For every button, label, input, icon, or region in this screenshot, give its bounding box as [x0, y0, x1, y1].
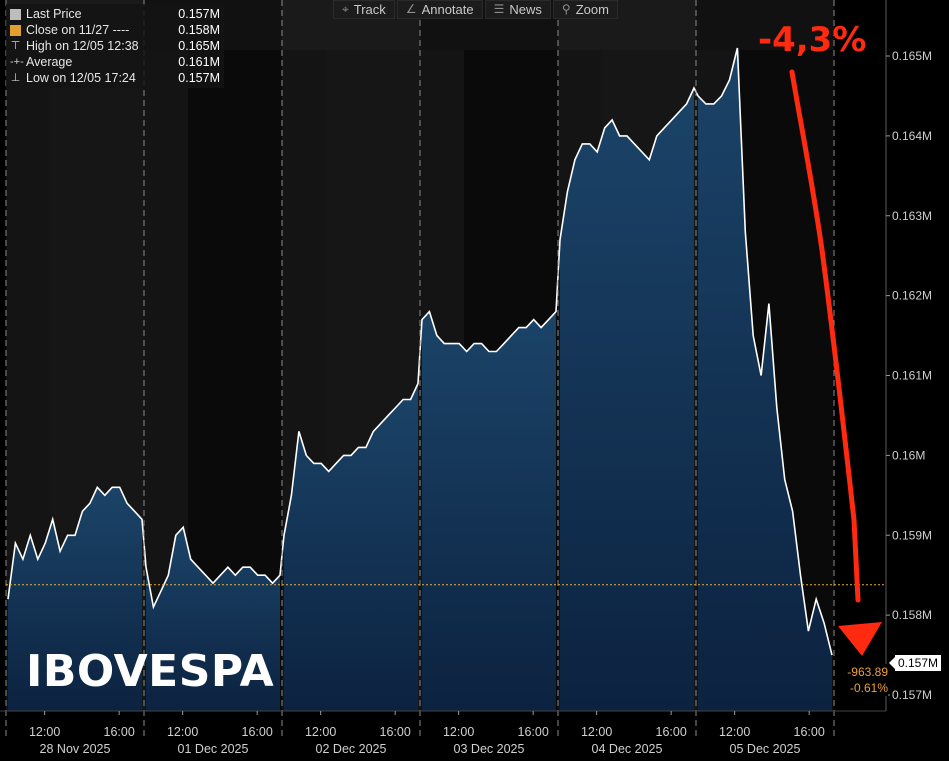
legend-value: 0.165M	[178, 39, 220, 53]
x-axis: 12:00 16:00 28 Nov 2025 12:00 16:00 01 Dec 20…	[29, 711, 825, 756]
toolbar-zoom-button[interactable]: ⚲ Zoom	[552, 0, 618, 19]
legend-panel: Last Price 0.157M Close on 11/27 ---- 0.158…	[6, 4, 224, 88]
legend-value: 0.161M	[178, 55, 220, 69]
session-band	[696, 0, 834, 50]
area-fill-day	[146, 527, 280, 711]
legend-label: Close on 11/27 ----	[26, 23, 130, 37]
change-box: -963.89 -0.61%	[836, 664, 888, 696]
legend-row: ⊥ Low on 12/05 17:24 0.157M	[10, 70, 220, 86]
legend-label: High on 12/05 12:38	[26, 39, 139, 53]
area-fill-day	[698, 48, 832, 711]
legend-label: Last Price	[26, 7, 82, 21]
change-percent: -0.61%	[849, 681, 888, 695]
crosshair-icon: ⌖	[342, 1, 349, 16]
y-tick-label: 0.162M	[892, 289, 932, 303]
toolbar-news-button[interactable]: ☰ News	[484, 0, 551, 19]
last-price-badge: 0.157M	[889, 655, 941, 671]
area-fill-day	[284, 383, 418, 711]
x-tick-label: 16:00	[518, 725, 549, 739]
x-date-label: 03 Dec 2025	[454, 742, 525, 756]
y-tick-label: 0.165M	[892, 49, 932, 63]
drop-annotation: -4,3%	[758, 20, 867, 60]
toolbar-label: Track	[353, 1, 386, 17]
legend-label: Average	[26, 55, 73, 69]
arrow-head-icon	[838, 622, 882, 656]
legend-label: Low on 12/05 17:24	[26, 71, 136, 85]
x-date-label: 01 Dec 2025	[178, 742, 249, 756]
area-fill-day	[560, 88, 694, 711]
legend-value: 0.157M	[178, 71, 220, 85]
legend-glyph-icon: ⊤	[10, 40, 21, 52]
pencil-icon: ∠	[405, 2, 417, 16]
area-fill-day	[8, 487, 142, 711]
x-date-label: 05 Dec 2025	[730, 742, 801, 756]
y-tick-label: 0.157M	[892, 688, 932, 702]
area-fill-day	[422, 311, 556, 711]
x-date-label: 02 Dec 2025	[316, 742, 387, 756]
toolbar-label: News	[509, 1, 542, 17]
y-tick-label: 0.161M	[892, 369, 932, 383]
news-icon: ☰	[493, 2, 505, 16]
x-tick-label: 16:00	[242, 725, 273, 739]
drop-arrow	[789, 69, 882, 656]
legend-swatch	[10, 8, 21, 20]
legend-row: -+- Average 0.161M	[10, 54, 220, 70]
chart-toolbar: ⌖ Track ∠ Annotate ☰ News ⚲ Zoom	[333, 0, 618, 19]
x-tick-label: 16:00	[380, 725, 411, 739]
x-tick-label: 12:00	[443, 725, 474, 739]
legend-swatch	[10, 24, 21, 36]
y-tick-label: 0.158M	[892, 608, 932, 622]
legend-glyph-icon: -+-	[10, 56, 24, 68]
y-tick-label: 0.16M	[892, 448, 925, 462]
y-tick-label: 0.164M	[892, 129, 932, 143]
price-line	[7, 47, 833, 656]
x-tick-label: 12:00	[719, 725, 750, 739]
x-tick-label: 12:00	[305, 725, 336, 739]
legend-value: 0.158M	[178, 23, 220, 37]
y-axis: 0.157M 0.158M 0.159M 0.16M 0.161M 0.162M 0.163…	[885, 0, 932, 711]
legend-row: Last Price 0.157M	[10, 6, 220, 22]
x-tick-label: 16:00	[794, 725, 825, 739]
toolbar-label: Zoom	[575, 1, 609, 17]
y-tick-label: 0.159M	[892, 528, 932, 542]
change-points: -963.89	[847, 665, 888, 679]
day-separators	[0, 0, 886, 740]
toolbar-annotate-button[interactable]: ∠ Annotate	[396, 0, 483, 19]
x-tick-label: 12:00	[581, 725, 612, 739]
legend-row: Close on 11/27 ---- 0.158M	[10, 22, 220, 38]
x-date-label: 28 Nov 2025	[40, 742, 111, 756]
toolbar-track-button[interactable]: ⌖ Track	[333, 0, 395, 19]
magnifier-icon: ⚲	[561, 2, 571, 16]
index-watermark: IBOVESPA	[26, 646, 275, 697]
x-tick-label: 16:00	[656, 725, 687, 739]
y-tick-label: 0.163M	[892, 209, 932, 223]
legend-glyph-icon: ⊥	[10, 72, 21, 84]
area-layer	[7, 47, 833, 711]
x-date-label: 04 Dec 2025	[592, 742, 663, 756]
x-tick-label: 12:00	[167, 725, 198, 739]
x-tick-label: 16:00	[104, 725, 135, 739]
legend-value: 0.157M	[178, 7, 220, 21]
legend-row: ⊤ High on 12/05 12:38 0.165M	[10, 38, 220, 54]
x-tick-label: 12:00	[29, 725, 60, 739]
toolbar-label: Annotate	[421, 1, 474, 17]
